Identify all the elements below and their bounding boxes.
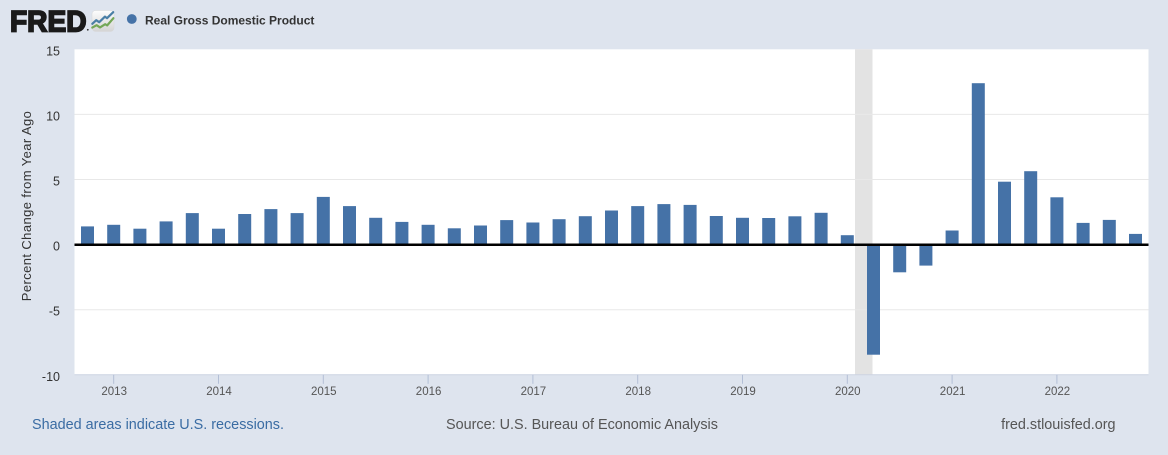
svg-text:Real Gross Domestic Product: Real Gross Domestic Product: [145, 13, 314, 27]
svg-text:2020: 2020: [835, 386, 861, 398]
svg-text:5: 5: [53, 175, 60, 189]
svg-text:10: 10: [46, 109, 60, 123]
svg-text:0: 0: [53, 240, 60, 254]
svg-text:2016: 2016: [416, 386, 442, 398]
svg-text:2014: 2014: [206, 386, 232, 398]
svg-text:Shaded areas indicate U.S. rec: Shaded areas indicate U.S. recessions.: [32, 417, 284, 433]
svg-text:-10: -10: [42, 370, 60, 384]
svg-text:Source: U.S. Bureau of Economi: Source: U.S. Bureau of Economic Analysis: [446, 417, 718, 433]
svg-text:2017: 2017: [521, 386, 547, 398]
svg-text:2018: 2018: [625, 386, 651, 398]
svg-text:2015: 2015: [311, 386, 337, 398]
svg-text:fred.stlouisfed.org: fred.stlouisfed.org: [1001, 417, 1115, 433]
svg-text:-5: -5: [49, 305, 60, 319]
svg-text:2013: 2013: [101, 386, 127, 398]
svg-text:2022: 2022: [1045, 386, 1071, 398]
svg-text:15: 15: [46, 44, 60, 58]
svg-text:Percent Change from Year Ago: Percent Change from Year Ago: [19, 111, 34, 301]
svg-text:FRED: FRED: [10, 6, 87, 39]
svg-text:2021: 2021: [940, 386, 966, 398]
svg-text:2019: 2019: [730, 386, 756, 398]
